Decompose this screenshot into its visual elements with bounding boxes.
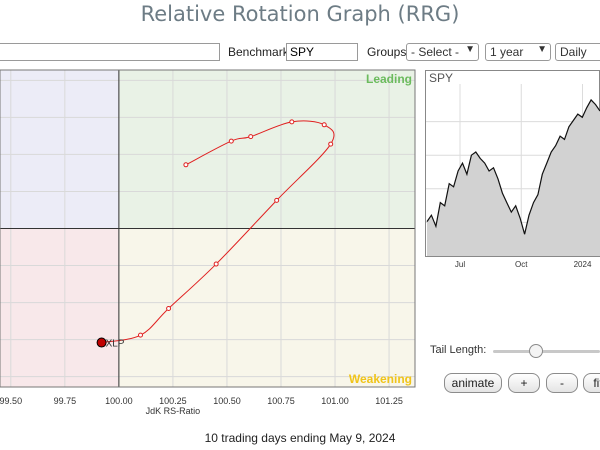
frequency-select[interactable]: Daily [555, 43, 600, 61]
groups-select[interactable]: - Select - ▼ [406, 43, 479, 61]
minichart-x-labels: Jul Oct 2024 [455, 260, 592, 269]
quadrant-improving [0, 70, 119, 229]
frequency-select-value: Daily [560, 45, 587, 59]
minichart-x-label: Jul [455, 260, 465, 269]
x-tick-label: 100.00 [105, 396, 133, 406]
x-tick-label: 100.75 [267, 396, 295, 406]
x-tick-label: 100.50 [213, 396, 241, 406]
minichart-x-label: Oct [515, 260, 528, 269]
period-select[interactable]: 1 year ▼ [485, 43, 551, 61]
fit-button[interactable]: fit [583, 373, 600, 393]
chevron-down-icon: ▼ [465, 44, 475, 55]
leading-label: Leading [366, 72, 412, 86]
tail-point [274, 197, 280, 203]
tail-point [213, 261, 219, 267]
quadrant-lagging [0, 228, 119, 387]
animate-button[interactable]: animate [444, 373, 502, 393]
x-tick-label: 99.75 [54, 396, 77, 406]
x-tick-label: 101.00 [321, 396, 349, 406]
tail-point [289, 119, 295, 125]
weakening-label: Weakening [349, 372, 412, 386]
tail-point [228, 138, 234, 144]
x-axis-label: JdK RS-Ratio [146, 406, 201, 416]
period-select-value: 1 year [490, 45, 524, 59]
x-tick-label: 100.25 [159, 396, 187, 406]
minichart-line [426, 98, 600, 235]
zoom-in-button[interactable]: + [508, 373, 540, 393]
groups-label: Groups: [367, 45, 410, 59]
tail-length-label: Tail Length: [430, 344, 487, 356]
tail-xlp[interactable]: XLP [96, 119, 335, 350]
quadrant-weakening [118, 228, 415, 387]
plot-frame [0, 69, 416, 388]
tail-point [183, 162, 189, 168]
tail-point [321, 122, 327, 128]
tail-point [137, 332, 143, 338]
tail-length-slider[interactable] [493, 350, 600, 353]
tail-head-point[interactable] [96, 337, 107, 348]
benchmark-minichart: SPY Jul Oct 2024 [425, 70, 600, 269]
page-title: Relative Rotation Graph (RRG) [140, 2, 460, 26]
rrg-plot[interactable]: Leading Weakening XLP 99.50 99.75 100.00 10… [0, 0, 420, 420]
minichart-symbol: SPY [429, 71, 453, 85]
footer-caption: 10 trading days ending May 9, 2024 [204, 431, 396, 445]
benchmark-input[interactable] [286, 43, 358, 61]
quadrant-leading [118, 70, 415, 229]
tail-length-slider-thumb[interactable] [529, 344, 543, 358]
zoom-out-button[interactable]: - [546, 373, 578, 393]
tail-point [328, 141, 334, 147]
series-label: XLP [106, 339, 125, 350]
tail-line [101, 120, 335, 344]
symbols-input[interactable] [0, 43, 220, 61]
benchmark-label: Benchmark: [228, 45, 293, 59]
groups-select-value: - Select - [411, 45, 460, 59]
tail-point [166, 305, 172, 311]
x-tick-label: 99.50 [0, 396, 22, 406]
tail-point [248, 134, 254, 140]
chevron-down-icon: ▼ [537, 44, 547, 55]
x-tick-label: 101.25 [375, 396, 403, 406]
x-axis-ticks: 99.50 99.75 100.00 100.25 100.50 100.75 101.00… [0, 396, 403, 406]
minichart-x-label: 2024 [574, 260, 592, 269]
minichart-area [427, 99, 600, 257]
